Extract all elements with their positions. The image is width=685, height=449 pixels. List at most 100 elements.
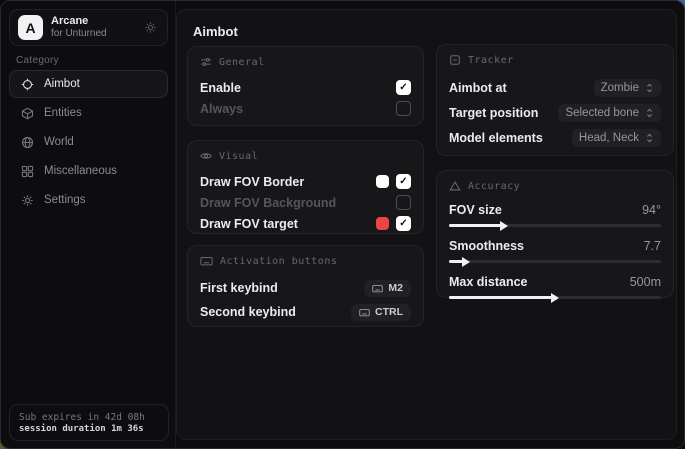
card-title: Accuracy: [468, 180, 521, 192]
setting-row-aimbot-at: Aimbot at Zombie: [449, 75, 661, 100]
card-title: General: [219, 56, 265, 68]
chevron-updown-icon: [645, 83, 654, 93]
slider-thumb[interactable]: [500, 220, 508, 231]
triangle-icon: [449, 180, 461, 192]
color-swatch[interactable]: [376, 175, 389, 188]
slider-thumb[interactable]: [550, 292, 559, 303]
card-title: Tracker: [468, 54, 514, 66]
setting-label: Smoothness: [449, 239, 525, 253]
dropdown-value: Zombie: [600, 81, 639, 94]
setting-label: Always: [200, 101, 244, 116]
brand-name: Arcane: [51, 15, 89, 28]
setting-label: Max distance: [449, 275, 528, 289]
aimbot-at-dropdown[interactable]: Zombie: [593, 78, 661, 97]
setting-label: Enable: [200, 80, 241, 95]
gear-icon[interactable]: [144, 21, 157, 34]
sidebar-item-miscellaneous[interactable]: Miscellaneous: [9, 157, 168, 185]
slider-row-max-distance: Max distance 500m: [449, 273, 661, 303]
slider-value: 7.7: [643, 239, 661, 253]
setting-row-fov-target: Draw FOV target ✓: [200, 213, 411, 234]
cube-icon: [21, 107, 34, 120]
setting-label: First keybind: [200, 281, 278, 295]
page-title: Aimbot: [193, 24, 238, 39]
target-position-dropdown[interactable]: Selected bone: [558, 103, 661, 122]
setting-row-second-keybind: Second keybind CTRL: [200, 300, 411, 324]
slider-value: 94°: [642, 203, 661, 217]
chevron-updown-icon: [645, 108, 654, 118]
scan-box-icon: [449, 54, 461, 66]
setting-label: Model elements: [449, 130, 543, 145]
sidebar-item-entities[interactable]: Entities: [9, 99, 168, 127]
setting-label: Target position: [449, 105, 539, 120]
slider-row-smoothness: Smoothness 7.7: [449, 237, 661, 267]
setting-label: Draw FOV Background: [200, 195, 337, 210]
sidebar-item-label: Entities: [44, 107, 82, 119]
sidebar: A Arcane for Unturned Category: [1, 1, 176, 448]
sidebar-item-aimbot[interactable]: Aimbot: [9, 70, 168, 98]
setting-row-model-elements: Model elements Head, Neck: [449, 125, 661, 150]
slider-fill: [449, 260, 464, 263]
enable-checkbox[interactable]: ✓: [396, 80, 411, 95]
keyboard-icon: [372, 284, 384, 293]
keybind-value: CTRL: [375, 306, 403, 318]
max-distance-slider[interactable]: [449, 292, 661, 303]
globe-icon: [21, 136, 34, 149]
brand-header: A Arcane for Unturned: [9, 9, 168, 46]
keybind-value: M2: [388, 282, 403, 294]
card-title: Visual: [219, 150, 259, 162]
slider-row-fov-size: FOV size 94°: [449, 201, 661, 231]
smoothness-slider[interactable]: [449, 256, 661, 267]
card-tracker: Tracker Aimbot at Zombie Target position…: [436, 44, 674, 156]
dropdown-value: Selected bone: [565, 106, 639, 119]
brand-logo: A: [18, 15, 43, 40]
slider-fill: [449, 224, 502, 227]
brand-subtitle: for Unturned: [51, 28, 107, 40]
sub-expiry-text: Sub expires in 42d 08h: [19, 411, 145, 423]
fov-size-slider[interactable]: [449, 220, 661, 231]
setting-label: Draw FOV target: [200, 216, 298, 231]
card-activation-buttons: Activation buttons First keybind M2 Seco…: [187, 245, 424, 327]
slider-value: 500m: [629, 275, 661, 289]
color-swatch[interactable]: [376, 217, 389, 230]
chevron-updown-icon: [645, 133, 654, 143]
slider-thumb[interactable]: [461, 256, 470, 267]
fov-border-checkbox[interactable]: ✓: [396, 174, 411, 189]
setting-label: Second keybind: [200, 305, 296, 319]
card-general: General Enable ✓ Always: [187, 46, 424, 126]
fov-target-checkbox[interactable]: ✓: [396, 216, 411, 231]
sidebar-nav: Aimbot Entities: [9, 70, 168, 215]
card-visual: Visual Draw FOV Border ✓ Draw FOV Backgr…: [187, 140, 424, 234]
card-title: Activation buttons: [220, 255, 338, 267]
session-duration-text: session duration 1m 36s: [19, 423, 144, 434]
sidebar-item-label: Miscellaneous: [44, 165, 117, 177]
second-keybind-button[interactable]: CTRL: [351, 303, 411, 321]
setting-row-fov-border: Draw FOV Border ✓: [200, 171, 411, 192]
keyboard-icon: [200, 255, 213, 267]
fov-background-checkbox[interactable]: [396, 195, 411, 210]
sidebar-item-label: Aimbot: [44, 78, 80, 90]
keyboard-icon: [359, 308, 370, 317]
setting-row-target-position: Target position Selected bone: [449, 100, 661, 125]
subscription-status: Sub expires in 42d 08h session duration …: [9, 404, 169, 441]
sidebar-item-settings[interactable]: Settings: [9, 186, 168, 214]
setting-label: Draw FOV Border: [200, 174, 305, 189]
model-elements-dropdown[interactable]: Head, Neck: [571, 128, 661, 147]
sidebar-item-label: World: [44, 136, 74, 148]
category-label: Category: [16, 55, 59, 66]
first-keybind-button[interactable]: M2: [364, 279, 411, 297]
card-accuracy: Accuracy FOV size 94° Smoothness 7.7: [436, 170, 674, 303]
sidebar-item-label: Settings: [44, 194, 86, 206]
slider-track: [449, 260, 661, 263]
setting-label: Aimbot at: [449, 80, 507, 95]
setting-label: FOV size: [449, 203, 502, 217]
setting-row-enable: Enable ✓: [200, 77, 411, 98]
setting-row-first-keybind: First keybind M2: [200, 276, 411, 300]
sidebar-item-world[interactable]: World: [9, 128, 168, 156]
setting-row-always: Always: [200, 98, 411, 119]
always-checkbox[interactable]: [396, 101, 411, 116]
slider-track: [449, 224, 661, 227]
sliders-icon: [200, 56, 212, 68]
slider-fill: [449, 296, 553, 299]
grid-icon: [21, 165, 34, 178]
